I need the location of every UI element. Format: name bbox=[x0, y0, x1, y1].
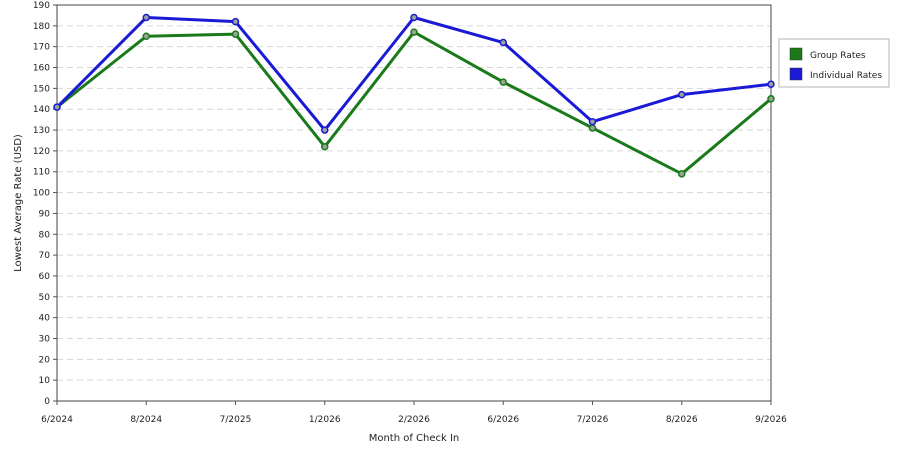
data-point bbox=[321, 142, 329, 151]
data-point bbox=[499, 38, 507, 47]
y-tick-label: 150 bbox=[33, 84, 50, 94]
x-tick-label: 6/2026 bbox=[487, 415, 519, 425]
data-point bbox=[678, 90, 686, 99]
y-tick-label: 70 bbox=[39, 251, 51, 261]
data-point bbox=[231, 30, 240, 38]
y-tick-label: 160 bbox=[33, 64, 50, 74]
series-group bbox=[53, 13, 775, 178]
y-axis-title: Lowest Average Rate (USD) bbox=[13, 134, 24, 272]
y-tick-label: 170 bbox=[33, 43, 50, 53]
y-tick-label: 80 bbox=[39, 230, 51, 240]
y-tick-label: 180 bbox=[33, 22, 50, 32]
legend-swatch bbox=[789, 67, 803, 81]
x-tick-label: 8/2026 bbox=[666, 415, 698, 425]
axes: 0 10 20 30 40 50 60 70 80 90 100 110 120 130 140 150 160… bbox=[33, 1, 787, 425]
plot-frame bbox=[56, 4, 772, 402]
data-point bbox=[499, 78, 507, 86]
legend: Group Rates Individual Rates bbox=[778, 38, 890, 88]
y-tick-label: 100 bbox=[33, 189, 50, 199]
y-tick-label: 90 bbox=[39, 209, 51, 219]
x-tick-label: 7/2025 bbox=[220, 415, 252, 425]
y-tick-label: 140 bbox=[33, 105, 50, 115]
y-tick-label: 0 bbox=[44, 397, 50, 407]
data-point bbox=[767, 95, 775, 103]
legend-label: Group Rates bbox=[810, 51, 866, 61]
x-tick-label: 2/2026 bbox=[398, 415, 430, 425]
y-tick-label: 40 bbox=[39, 314, 51, 324]
axis-labels: Month of Check In Lowest Average Rate (U… bbox=[13, 134, 459, 444]
x-tick-label: 8/2024 bbox=[130, 415, 162, 425]
y-tick-label: 120 bbox=[33, 147, 50, 157]
data-point bbox=[588, 117, 597, 126]
data-point bbox=[231, 17, 240, 26]
data-point bbox=[142, 32, 150, 41]
data-point bbox=[767, 80, 775, 88]
y-tick-label: 130 bbox=[33, 126, 50, 136]
data-point bbox=[678, 170, 686, 178]
y-tick-label: 190 bbox=[33, 1, 50, 11]
y-tick-label: 60 bbox=[39, 272, 51, 282]
y-tick-label: 10 bbox=[39, 376, 51, 386]
x-tick-label: 6/2024 bbox=[41, 415, 73, 425]
y-tick-label: 30 bbox=[39, 334, 51, 344]
x-tick-label: 1/2026 bbox=[309, 415, 341, 425]
y-tick-label: 20 bbox=[39, 355, 51, 365]
x-tick-label: 7/2026 bbox=[577, 415, 609, 425]
data-point bbox=[588, 124, 597, 132]
data-point bbox=[142, 13, 150, 22]
grid bbox=[57, 4, 771, 381]
legend-label: Individual Rates bbox=[810, 71, 882, 81]
x-axis-title: Month of Check In bbox=[369, 433, 460, 444]
legend-swatch bbox=[789, 47, 803, 61]
y-tick-label: 50 bbox=[39, 293, 51, 303]
data-point bbox=[410, 28, 418, 36]
data-point bbox=[410, 13, 418, 22]
data-point bbox=[321, 126, 329, 134]
data-point bbox=[53, 103, 61, 111]
series-line-1 bbox=[56, 30, 772, 176]
y-tick-label: 110 bbox=[33, 168, 50, 178]
x-tick-label: 9/2026 bbox=[755, 415, 787, 425]
